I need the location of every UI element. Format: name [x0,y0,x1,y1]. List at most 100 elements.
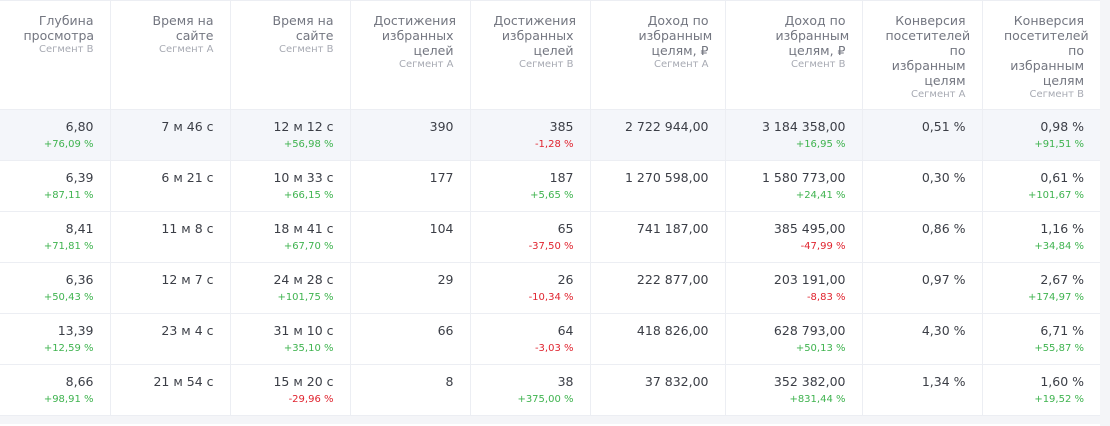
table-cell: 26 -10,34 % [469,262,590,314]
table-cell: 12 м 7 с [109,262,230,314]
cell-value: 6 м 21 с [161,170,214,185]
cell-value: 187 [549,170,574,185]
table-body: 6,80 +76,09 % 7 м 46 с 12 м 12 с +56,98 % 390… [0,109,1100,416]
cell-value: 7 м 46 с [161,119,214,134]
column-title: Время на сайте [272,13,334,43]
delta-percent: +91,51 % [1034,139,1084,150]
table-cell: 3 184 358,00 +16,95 % [724,109,862,161]
table-cell: 2 722 944,00 [589,109,725,161]
table-cell: 1,16 % +34,84 % [981,211,1100,263]
table-cell: 8 [349,364,470,416]
column-header[interactable]: Время на сайте Сегмент А [109,0,230,110]
cell-value: 177 [429,170,454,185]
table-row[interactable]: 6,36 +50,43 % 12 м 7 с 24 м 28 с +101,75 % 29… [0,262,1100,314]
table-cell: 6,71 % +55,87 % [981,313,1100,365]
table-cell: 6 м 21 с [109,160,230,212]
segment-label: Сегмент А [159,44,214,55]
cell-value: 24 м 28 с [273,272,334,287]
cell-value: 741 187,00 [636,221,709,236]
table-cell: 65 -37,50 % [469,211,590,263]
delta-percent: -3,03 % [534,343,574,354]
table-cell: 8,41 +71,81 % [0,211,110,263]
table-cell: 177 [349,160,470,212]
table-cell: 385 -1,28 % [469,109,590,161]
cell-value: 6,39 [65,170,94,185]
cell-value: 0,61 % [1040,170,1084,185]
cell-value: 1 580 773,00 [762,170,846,185]
table-cell: 2,67 % +174,97 % [981,262,1100,314]
column-header[interactable]: Доход по избранным целям, ₽ Сегмент В [724,0,862,110]
delta-percent: +55,87 % [1034,343,1084,354]
cell-value: 38 [557,374,574,389]
table-cell: 7 м 46 с [109,109,230,161]
delta-percent: +87,11 % [43,190,94,201]
cell-value: 21 м 54 с [153,374,214,389]
table-row[interactable]: 6,80 +76,09 % 7 м 46 с 12 м 12 с +56,98 % 390… [0,109,1100,161]
cell-value: 23 м 4 с [161,323,214,338]
table-cell: 24 м 28 с +101,75 % [229,262,350,314]
column-title: Достижения избранных целей [493,13,576,58]
table-cell: 0,98 % +91,51 % [981,109,1100,161]
cell-value: 0,51 % [921,119,966,134]
table-cell: 6,39 +87,11 % [0,160,110,212]
delta-percent: +71,81 % [43,241,94,252]
table-row[interactable]: 8,41 +71,81 % 11 м 8 с 18 м 41 с +67,70 % 104… [0,211,1100,263]
cell-value: 8,41 [65,221,94,236]
column-title: Время на сайте [152,13,214,43]
delta-percent: +174,97 % [1027,292,1084,303]
column-header[interactable]: Время на сайте Сегмент В [229,0,350,110]
cell-value: 12 м 12 с [273,119,334,134]
delta-percent: +5,65 % [530,190,574,201]
column-title: Конверсия посетителей по избранным целям [1004,13,1089,88]
table-cell: 187 +5,65 % [469,160,590,212]
table-cell: 18 м 41 с +67,70 % [229,211,350,263]
cell-value: 104 [429,221,454,236]
delta-percent: +34,84 % [1034,241,1084,252]
cell-value: 1 270 598,00 [625,170,709,185]
cell-value: 385 [549,119,574,134]
column-header[interactable]: Конверсия посетителей по избранным целям… [981,0,1100,110]
cell-value: 352 382,00 [773,374,846,389]
table-row[interactable]: 13,39 +12,59 % 23 м 4 с 31 м 10 с +35,10 % 66… [0,313,1100,365]
table-cell: 4,30 % [861,313,982,365]
table-cell: 12 м 12 с +56,98 % [229,109,350,161]
column-header[interactable]: Конверсия посетителей по избранным целям… [861,0,982,110]
column-title: Конверсия посетителей по избранным целям [885,13,971,88]
table-cell: 6,80 +76,09 % [0,109,110,161]
cell-value: 6,36 [65,272,94,287]
table-cell: 1,60 % +19,52 % [981,364,1100,416]
table-row[interactable]: 6,39 +87,11 % 6 м 21 с 10 м 33 с +66,15 % 177… [0,160,1100,212]
cell-value: 8 [445,374,454,389]
table-cell: 418 826,00 [589,313,725,365]
table-row[interactable]: 8,66 +98,91 % 21 м 54 с 15 м 20 с -29,96 % 8 3… [0,364,1100,416]
cell-value: 1,60 % [1040,374,1084,389]
segment-label: Сегмент В [1029,89,1085,100]
cell-value: 8,66 [65,374,94,389]
table-cell: 628 793,00 +50,13 % [724,313,862,365]
column-header[interactable]: Достижения избранных целей Сегмент В [469,0,590,110]
delta-percent: +50,13 % [795,343,846,354]
table-cell: 390 [349,109,470,161]
cell-value: 390 [429,119,454,134]
table-cell: 15 м 20 с -29,96 % [229,364,350,416]
column-header[interactable]: Доход по избранным целям, ₽ Сегмент А [589,0,725,110]
cell-value: 0,98 % [1040,119,1084,134]
cell-value: 11 м 8 с [161,221,214,236]
delta-percent: +35,10 % [283,343,334,354]
cell-value: 418 826,00 [636,323,709,338]
delta-percent: +12,59 % [43,343,94,354]
cell-value: 65 [557,221,574,236]
column-header[interactable]: Глубина просмотра Сегмент В [0,0,110,110]
delta-percent: +375,00 % [517,394,574,405]
table-cell: 38 +375,00 % [469,364,590,416]
cell-value: 12 м 7 с [161,272,214,287]
column-header[interactable]: Достижения избранных целей Сегмент А [349,0,470,110]
cell-value: 3 184 358,00 [762,119,846,134]
horizontal-scroll-area[interactable] [1100,0,1110,426]
table-cell: 0,51 % [861,109,982,161]
cell-value: 31 м 10 с [273,323,334,338]
table-cell: 13,39 +12,59 % [0,313,110,365]
table-cell: 64 -3,03 % [469,313,590,365]
delta-percent: -10,34 % [528,292,574,303]
segment-label: Сегмент В [39,44,94,55]
